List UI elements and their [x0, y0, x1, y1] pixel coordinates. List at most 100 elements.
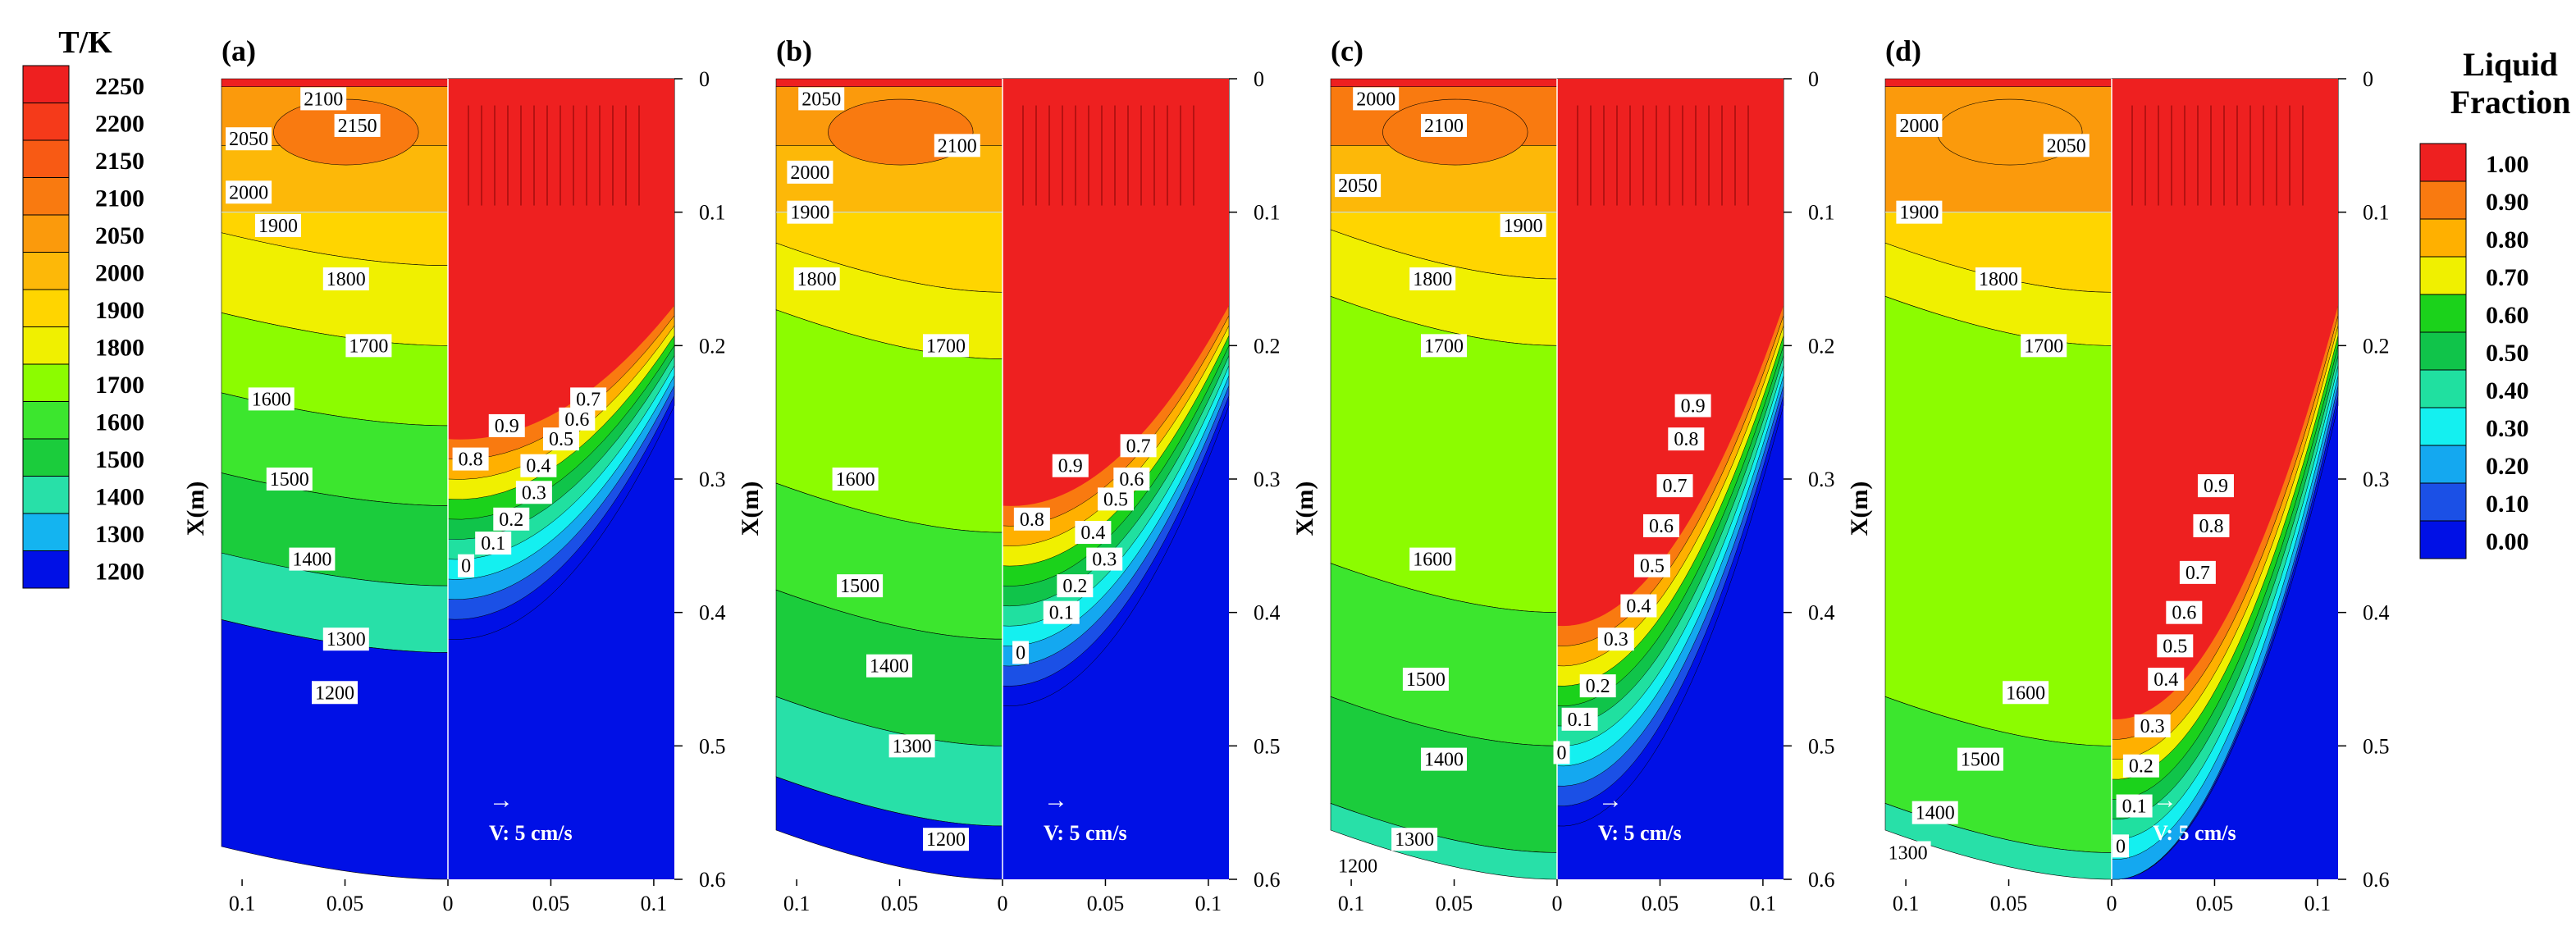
- temperature-label-text: 2000: [229, 182, 268, 203]
- temperature-band: [221, 619, 449, 880]
- fraction-label: 0.1: [1043, 600, 1080, 624]
- fraction-label-bg: [1043, 600, 1080, 624]
- y-tick-label: 0.4: [1254, 601, 1281, 625]
- y-tick-label: 0.4: [2363, 601, 2390, 625]
- temperature-label-bg: [312, 681, 358, 705]
- fraction-label-bg: [1633, 554, 1670, 577]
- temperature-label-text: 2050: [229, 129, 268, 150]
- fraction-label-bg: [543, 427, 579, 451]
- temperature-legend-title: T/K: [58, 25, 112, 60]
- temperature-label: 2050: [2043, 134, 2090, 157]
- temperature-level: 1700: [95, 372, 144, 399]
- fraction-swatch: [2419, 256, 2467, 295]
- fraction-label: 0.2: [2122, 754, 2159, 778]
- temperature-label-text: 1700: [1424, 335, 1464, 357]
- temperature-label-bg: [1409, 267, 1456, 290]
- temperature-label: 1900: [1500, 213, 1546, 237]
- temperature-label-text: 2050: [1338, 176, 1377, 197]
- fraction-label-text: 0.2: [1062, 576, 1087, 597]
- temperature-label-bg: [345, 334, 392, 358]
- fraction-label-bg: [475, 532, 512, 555]
- temperature-label: 1200: [312, 681, 358, 705]
- temperature-label-text: 1600: [1413, 550, 1452, 571]
- temperature-label: 2100: [1421, 113, 1467, 137]
- temperature-label-text: 1400: [292, 550, 331, 571]
- fraction-swatch: [2419, 218, 2467, 258]
- temperature-label: 2000: [787, 160, 834, 184]
- fraction-label: 0.7: [1656, 474, 1693, 498]
- temperature-label-text: 1700: [2024, 335, 2063, 357]
- velocity-arrow: →: [2153, 787, 2177, 814]
- temperature-label-bg: [1335, 174, 1382, 198]
- fraction-label: 0.8: [1668, 427, 1705, 451]
- temperature-label-text: 1300: [327, 629, 366, 650]
- temperature-label-text: 1300: [1395, 829, 1434, 851]
- fraction-label-bg: [1579, 674, 1616, 698]
- temperature-label-bg: [1353, 87, 1400, 111]
- fraction-swatch: [2419, 331, 2467, 371]
- temperature-swatch: [22, 550, 70, 589]
- panel-label: (b): [776, 34, 812, 67]
- fraction-label-bg: [2116, 794, 2153, 818]
- temperature-label-text: 1200: [315, 682, 354, 704]
- x-tick-label: 0.05: [2196, 892, 2234, 915]
- temperature-label-text: 1500: [1961, 750, 2000, 771]
- temperature-label-bg: [226, 180, 272, 204]
- temperature-swatch: [22, 177, 70, 216]
- temperature-label-text: 1800: [1413, 269, 1452, 290]
- temperature-swatch: [22, 438, 70, 477]
- temperature-legend: T/K 2250 2200 2150 2100 2050 2000 1900 1800 1700 1…: [22, 25, 144, 589]
- fraction-level: 0.40: [2486, 377, 2529, 404]
- fraction-label-bg: [2197, 474, 2234, 498]
- temperature-label-text: 1900: [258, 216, 298, 237]
- fraction-label-text: 0.8: [1020, 509, 1044, 531]
- fraction-label-bg: [570, 387, 607, 411]
- fraction-label-text: 0.3: [1604, 629, 1628, 650]
- velocity-label: V: 5 cm/s: [1044, 821, 1127, 845]
- temperature-band: [1330, 78, 1558, 88]
- fraction-label: 0.1: [475, 532, 512, 555]
- fraction-label-text: 0.6: [2172, 603, 2196, 624]
- temperature-label-bg: [2043, 134, 2090, 157]
- temperature-label-bg: [1421, 334, 1467, 358]
- y-tick-label: 0.5: [2363, 734, 2390, 758]
- temperature-label-text: 1900: [1899, 203, 1939, 224]
- fraction-label-text: 0: [1557, 742, 1567, 764]
- fraction-label-text: 0.2: [2129, 756, 2154, 778]
- fraction-label-bg: [1098, 487, 1134, 511]
- temperature-label-bg: [226, 127, 272, 151]
- velocity-label: V: 5 cm/s: [2153, 821, 2236, 845]
- temperature-label-bg: [798, 87, 845, 111]
- temperature-label-bg: [1896, 200, 1943, 224]
- temperature-label-bg: [1421, 113, 1467, 137]
- x-tick-label: 0.1: [783, 892, 811, 915]
- temperature-label: 1700: [345, 334, 392, 358]
- y-tick-label: 0.5: [1808, 734, 1835, 758]
- fraction-label: 0.7: [2179, 560, 2216, 584]
- temperature-level: 1800: [95, 334, 144, 361]
- y-tick-label: 0.4: [699, 601, 726, 625]
- temperature-label-text: 2050: [2047, 135, 2086, 157]
- fraction-label-bg: [515, 481, 552, 504]
- x-tick-label: 0.05: [532, 892, 570, 915]
- y-axis-label: X(m): [1846, 481, 1873, 536]
- fraction-level: 0.60: [2486, 302, 2529, 329]
- temperature-label-bg: [787, 200, 834, 224]
- fraction-swatch: [2419, 445, 2467, 484]
- temperature-label: 1900: [787, 200, 834, 224]
- temperature-label: 1400: [1911, 801, 1958, 824]
- fraction-label: 0.5: [1098, 487, 1134, 511]
- fraction-label: 0.4: [2148, 668, 2185, 691]
- temperature-swatch: [22, 65, 70, 103]
- temperature-label-bg: [1896, 113, 1943, 137]
- x-tick-label: 0.1: [1750, 892, 1777, 915]
- temperature-label-bg: [2021, 334, 2067, 358]
- temperature-label-bg: [322, 267, 369, 290]
- y-tick-label: 0.6: [1254, 868, 1281, 892]
- temperature-label: 2100: [300, 87, 347, 111]
- fraction-label-text: 0.5: [549, 429, 573, 450]
- temperature-level: 2050: [95, 222, 144, 249]
- fraction-label-bg: [1113, 468, 1150, 491]
- temperature-label-bg: [289, 547, 336, 571]
- temperature-label-bg: [1500, 213, 1546, 237]
